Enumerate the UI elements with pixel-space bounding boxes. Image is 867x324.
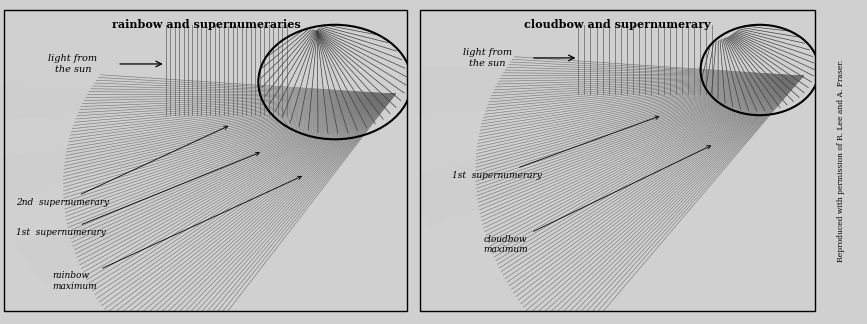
Text: cloudbow
maximum: cloudbow maximum (484, 146, 711, 254)
Text: 1st  supernumerary: 1st supernumerary (16, 152, 259, 237)
Text: 1st  supernumerary: 1st supernumerary (452, 116, 659, 180)
Text: rainbow
maximum: rainbow maximum (53, 176, 302, 291)
Text: light from
the sun: light from the sun (463, 48, 512, 68)
Polygon shape (0, 94, 395, 204)
Text: Reproduced with permission of R. Lee and A. Fraser.: Reproduced with permission of R. Lee and… (837, 59, 845, 261)
Text: cloudbow and supernumerary: cloudbow and supernumerary (525, 19, 711, 30)
Text: rainbow and supernumeraries: rainbow and supernumeraries (112, 19, 300, 30)
Text: 2nd  supernumerary: 2nd supernumerary (16, 126, 228, 207)
Text: light from
the sun: light from the sun (49, 54, 97, 74)
Polygon shape (401, 76, 803, 227)
Polygon shape (381, 65, 803, 121)
Polygon shape (14, 94, 395, 284)
Polygon shape (0, 83, 395, 122)
